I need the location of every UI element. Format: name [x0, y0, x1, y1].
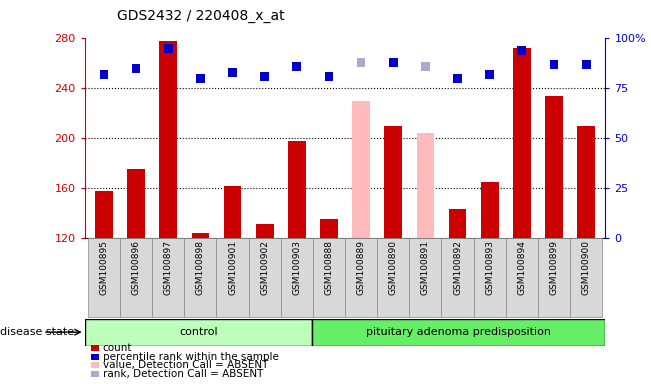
Bar	[152, 238, 184, 317]
Bar	[313, 238, 345, 317]
Text: GSM100899: GSM100899	[549, 240, 559, 295]
Bar	[449, 209, 466, 238]
Text: GSM100889: GSM100889	[357, 240, 366, 295]
Point	[260, 73, 270, 79]
Text: control: control	[179, 327, 218, 337]
Bar	[216, 238, 249, 317]
Bar	[184, 238, 216, 317]
Point	[388, 59, 398, 65]
Bar	[577, 126, 595, 238]
Point	[581, 61, 591, 68]
Bar	[417, 133, 434, 238]
Bar	[352, 101, 370, 238]
Bar	[570, 238, 602, 317]
Text: GSM100895: GSM100895	[100, 240, 109, 295]
Point	[163, 45, 173, 51]
Bar	[256, 224, 273, 238]
Text: GSM100897: GSM100897	[163, 240, 173, 295]
Bar	[513, 48, 531, 238]
Bar	[312, 319, 605, 346]
Bar	[345, 238, 377, 317]
Text: GSM100898: GSM100898	[196, 240, 205, 295]
Point	[484, 71, 495, 78]
Text: GSM100896: GSM100896	[132, 240, 141, 295]
Bar	[409, 238, 441, 317]
Bar	[441, 238, 474, 317]
Text: GSM100892: GSM100892	[453, 240, 462, 295]
Text: GSM100891: GSM100891	[421, 240, 430, 295]
Point	[324, 73, 334, 79]
Bar	[538, 238, 570, 317]
Text: count: count	[103, 343, 132, 353]
Text: GSM100894: GSM100894	[518, 240, 527, 295]
Bar	[85, 319, 312, 346]
Point	[356, 59, 367, 65]
Text: GSM100893: GSM100893	[485, 240, 494, 295]
Bar	[506, 238, 538, 317]
Bar	[474, 238, 506, 317]
Text: GSM100888: GSM100888	[324, 240, 333, 295]
Bar	[481, 182, 499, 238]
Point	[517, 47, 527, 53]
Point	[131, 65, 141, 71]
Bar	[320, 219, 338, 238]
Point	[420, 63, 430, 70]
Text: rank, Detection Call = ABSENT: rank, Detection Call = ABSENT	[103, 369, 263, 379]
Text: GDS2432 / 220408_x_at: GDS2432 / 220408_x_at	[117, 9, 284, 23]
Bar	[377, 238, 409, 317]
Text: pituitary adenoma predisposition: pituitary adenoma predisposition	[367, 327, 551, 337]
Bar	[191, 233, 209, 238]
Bar	[288, 141, 306, 238]
Text: GSM100901: GSM100901	[228, 240, 237, 295]
Bar	[120, 238, 152, 317]
Point	[292, 63, 302, 70]
Text: GSM100903: GSM100903	[292, 240, 301, 295]
Bar	[88, 238, 120, 317]
Text: disease state: disease state	[0, 327, 74, 337]
Text: value, Detection Call = ABSENT: value, Detection Call = ABSENT	[103, 360, 268, 370]
Text: GSM100900: GSM100900	[581, 240, 590, 295]
Text: GSM100890: GSM100890	[389, 240, 398, 295]
Point	[227, 69, 238, 75]
Bar	[224, 185, 242, 238]
Bar	[249, 238, 281, 317]
Point	[452, 75, 463, 81]
Bar	[281, 238, 313, 317]
Text: percentile rank within the sample: percentile rank within the sample	[103, 352, 279, 362]
Bar	[545, 96, 563, 238]
Point	[195, 75, 206, 81]
Point	[549, 61, 559, 68]
Text: GSM100902: GSM100902	[260, 240, 269, 295]
Point	[99, 71, 109, 78]
Bar	[127, 169, 145, 238]
Bar	[384, 126, 402, 238]
Bar	[159, 41, 177, 238]
Bar	[95, 190, 113, 238]
